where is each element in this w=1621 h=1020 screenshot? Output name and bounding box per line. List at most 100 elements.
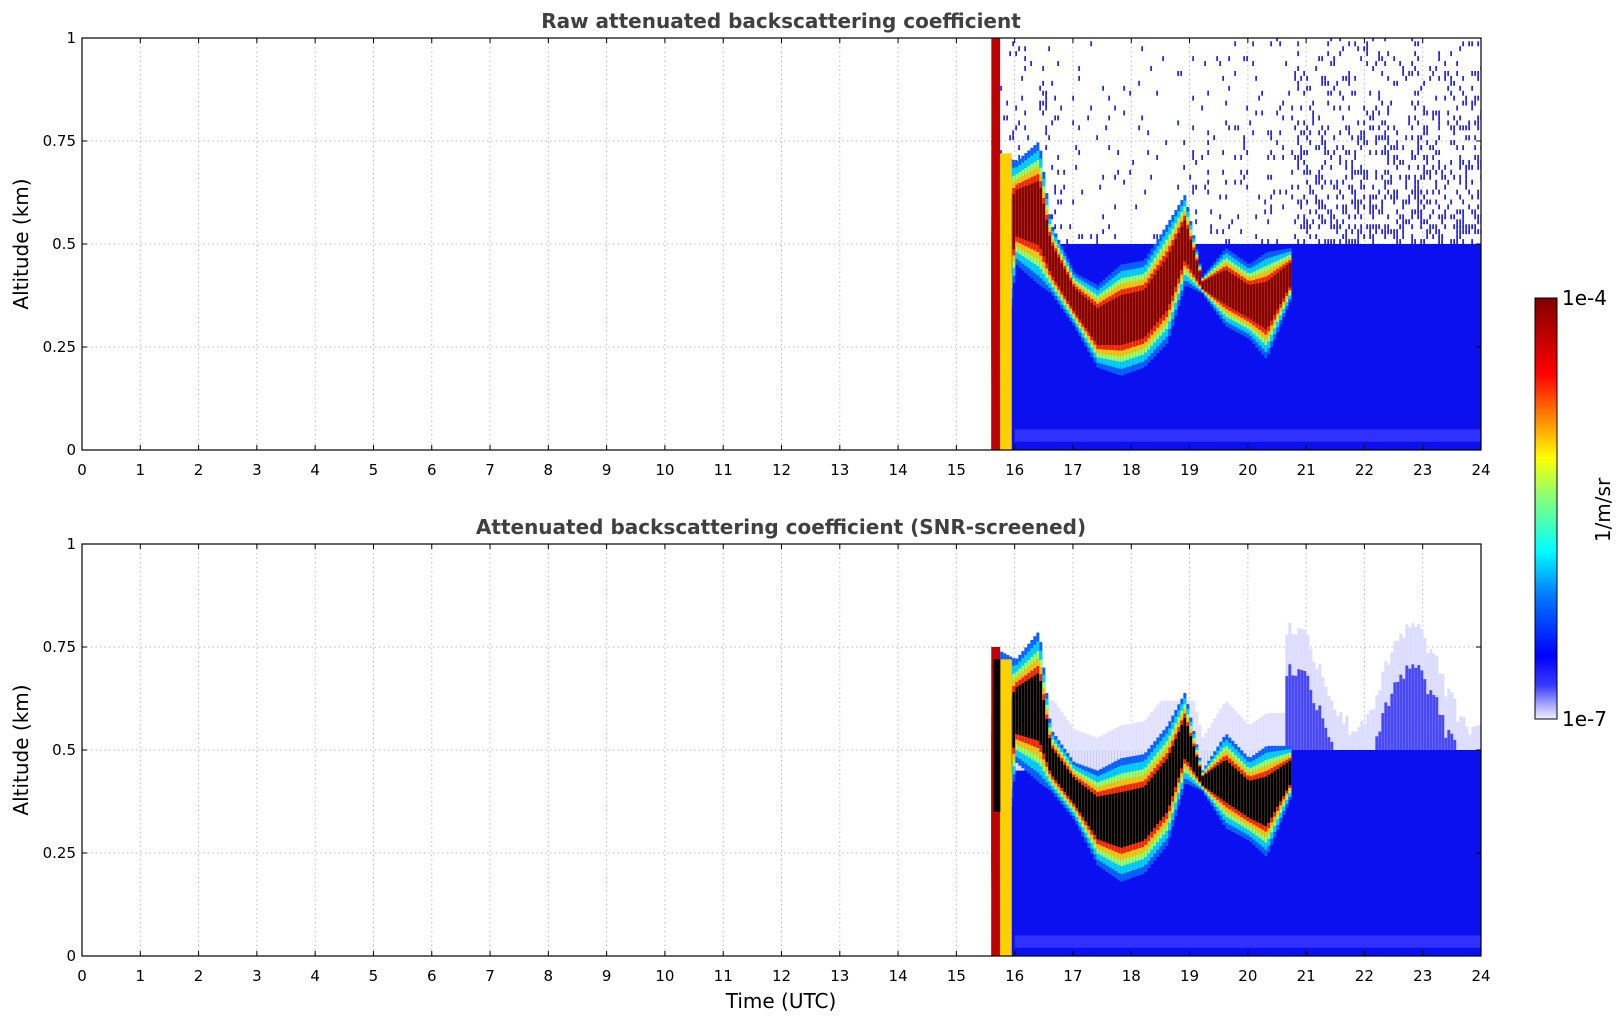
noise-speck xyxy=(1276,110,1278,116)
cloud-cell xyxy=(1054,752,1058,781)
haze-fill xyxy=(1132,723,1136,771)
haze-fill xyxy=(1447,688,1451,750)
noise-speck xyxy=(1384,229,1386,235)
aerosol-fill xyxy=(1288,664,1292,750)
noise-speck xyxy=(1426,159,1428,165)
haze-fill xyxy=(1462,717,1466,750)
aerosol-fill xyxy=(1432,695,1436,750)
noise-speck xyxy=(1456,224,1458,230)
noise-speck xyxy=(1414,41,1416,47)
x-tick-label: 6 xyxy=(427,967,437,985)
noise-speck xyxy=(1312,120,1314,126)
haze-fill xyxy=(1120,725,1124,771)
aerosol-fill xyxy=(1303,671,1307,750)
fog-streak xyxy=(991,38,1001,450)
noise-speck xyxy=(1000,150,1002,156)
noise-speck xyxy=(1375,229,1377,235)
noise-speck xyxy=(1372,184,1374,190)
noise-speck xyxy=(1282,115,1284,121)
noise-speck xyxy=(1426,110,1428,116)
x-tick-label: 15 xyxy=(947,461,966,479)
cloud-cell xyxy=(1129,790,1133,845)
noise-speck xyxy=(1462,219,1464,225)
noise-speck xyxy=(1297,120,1299,126)
noise-speck xyxy=(1396,155,1398,160)
noise-speck xyxy=(1183,164,1185,170)
haze-fill xyxy=(1453,698,1457,750)
noise-speck xyxy=(1327,80,1329,86)
noise-speck xyxy=(1282,100,1284,106)
haze-fill xyxy=(1381,671,1385,750)
noise-speck xyxy=(1381,56,1383,62)
noise-speck xyxy=(1468,41,1470,47)
cloud-cell xyxy=(1018,685,1022,736)
noise-speck xyxy=(1192,189,1194,195)
noise-speck xyxy=(1450,125,1452,131)
noise-speck xyxy=(1219,61,1221,67)
haze-fill xyxy=(1315,668,1319,750)
cloud-cell xyxy=(1141,290,1145,339)
aerosol-fill xyxy=(1387,705,1391,750)
noise-speck xyxy=(1417,214,1419,220)
noise-speck xyxy=(1156,155,1158,160)
noise-speck xyxy=(1396,239,1398,244)
noise-speck xyxy=(1246,105,1248,111)
noise-speck xyxy=(1471,41,1473,47)
noise-speck xyxy=(1078,150,1080,156)
haze-fill xyxy=(1477,725,1481,750)
noise-speck xyxy=(1069,224,1071,230)
noise-speck xyxy=(1417,184,1419,190)
noise-speck xyxy=(1444,184,1446,190)
cloud-cell xyxy=(1048,738,1052,771)
noise-speck xyxy=(1453,224,1455,230)
noise-speck xyxy=(1129,90,1131,96)
noise-speck xyxy=(1390,179,1392,185)
cloud-cell xyxy=(1255,778,1259,822)
noise-speck xyxy=(1456,239,1458,244)
noise-speck xyxy=(1366,41,1368,47)
noise-speck xyxy=(1339,159,1341,165)
y-tick-label: 0.75 xyxy=(43,132,76,150)
noise-speck xyxy=(1318,130,1320,136)
colorbar-gradient xyxy=(1534,297,1558,720)
noise-speck xyxy=(1330,209,1332,215)
noise-speck xyxy=(1108,115,1110,121)
noise-speck xyxy=(1291,105,1293,111)
noise-speck xyxy=(1462,41,1464,47)
noise-speck xyxy=(1327,125,1329,131)
noise-speck xyxy=(1390,145,1392,151)
noise-speck xyxy=(1387,224,1389,230)
noise-speck xyxy=(1387,214,1389,220)
noise-speck xyxy=(1420,174,1422,180)
noise-speck xyxy=(1315,145,1317,151)
noise-speck xyxy=(1279,105,1281,111)
noise-speck xyxy=(1294,125,1296,131)
noise-speck xyxy=(1336,204,1338,210)
cloud-cell xyxy=(1255,283,1259,324)
noise-speck xyxy=(1393,145,1395,151)
noise-speck xyxy=(1318,169,1320,175)
noise-speck xyxy=(1333,150,1335,156)
noise-speck xyxy=(1336,80,1338,86)
noise-speck xyxy=(1309,140,1311,146)
noise-speck xyxy=(1240,229,1242,235)
noise-speck xyxy=(1306,199,1308,205)
cloud-cell xyxy=(1276,768,1280,807)
noise-speck xyxy=(1432,70,1434,76)
haze-fill xyxy=(1129,723,1133,771)
noise-speck xyxy=(1291,184,1293,190)
cloud-cell xyxy=(1264,776,1268,827)
noise-speck xyxy=(1378,189,1380,195)
noise-speck xyxy=(1342,219,1344,225)
noise-speck xyxy=(1207,140,1209,146)
noise-speck xyxy=(1060,105,1062,111)
noise-speck xyxy=(1375,135,1377,141)
cloud-cell xyxy=(1219,272,1223,302)
noise-speck xyxy=(1378,125,1380,131)
noise-speck xyxy=(1321,204,1323,210)
haze-fill xyxy=(1138,721,1142,771)
noise-speck xyxy=(1441,214,1443,220)
noise-speck xyxy=(1219,194,1221,200)
cloud-cell xyxy=(1081,294,1085,324)
noise-speck xyxy=(1330,61,1332,67)
